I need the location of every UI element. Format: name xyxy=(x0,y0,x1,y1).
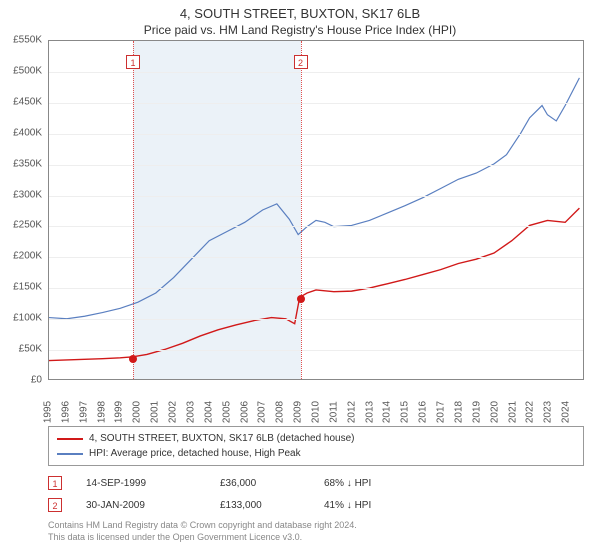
gridline xyxy=(49,134,583,135)
y-tick-label: £250K xyxy=(13,220,42,231)
x-tick-label: 1999 xyxy=(114,401,125,423)
x-tick-label: 2014 xyxy=(382,401,393,423)
x-tick-label: 2006 xyxy=(239,401,250,423)
gridline xyxy=(49,319,583,320)
gridline xyxy=(49,226,583,227)
event-price-2: £133,000 xyxy=(220,500,300,511)
x-tick-label: 2002 xyxy=(168,401,179,423)
event-table: 1 14-SEP-1999 £36,000 68% ↓ HPI 2 30-JAN… xyxy=(48,472,584,516)
gridline xyxy=(49,196,583,197)
y-tick-label: £500K xyxy=(13,65,42,76)
gridline xyxy=(49,72,583,73)
y-tick-label: £350K xyxy=(13,158,42,169)
reference-marker-box: 1 xyxy=(126,55,140,69)
legend-swatch-hpi xyxy=(57,453,83,455)
plot-area: 12 xyxy=(48,40,584,380)
event-marker-2: 2 xyxy=(48,498,62,512)
x-tick-label: 2007 xyxy=(257,401,268,423)
legend-swatch-property xyxy=(57,438,83,440)
x-tick-label: 2023 xyxy=(543,401,554,423)
y-tick-label: £400K xyxy=(13,127,42,138)
event-price-1: £36,000 xyxy=(220,478,300,489)
x-tick-label: 2010 xyxy=(311,401,322,423)
gridline xyxy=(49,350,583,351)
x-tick-label: 2022 xyxy=(525,401,536,423)
event-delta-1: 68% ↓ HPI xyxy=(324,478,584,489)
x-tick-label: 2005 xyxy=(221,401,232,423)
x-tick-label: 2016 xyxy=(418,401,429,423)
chart-area: £0 £50K £100K £150K £200K £250K £300K £350K £400… xyxy=(0,40,600,420)
title-address: 4, SOUTH STREET, BUXTON, SK17 6LB xyxy=(0,6,600,21)
x-tick-label: 2015 xyxy=(400,401,411,423)
y-tick-label: £50K xyxy=(19,344,42,355)
y-tick-label: £300K xyxy=(13,189,42,200)
x-tick-label: 2001 xyxy=(150,401,161,423)
footer-attribution: Contains HM Land Registry data © Crown c… xyxy=(48,520,584,543)
x-tick-label: 2003 xyxy=(185,401,196,423)
legend-row-property: 4, SOUTH STREET, BUXTON, SK17 6LB (detac… xyxy=(57,431,575,446)
x-tick-label: 2021 xyxy=(507,401,518,423)
x-tick-label: 1996 xyxy=(60,401,71,423)
legend-label-hpi: HPI: Average price, detached house, High… xyxy=(89,446,301,461)
gridline xyxy=(49,288,583,289)
x-tick-label: 2024 xyxy=(561,401,572,423)
legend-label-property: 4, SOUTH STREET, BUXTON, SK17 6LB (detac… xyxy=(89,431,354,446)
series-marker xyxy=(297,295,305,303)
x-tick-label: 1995 xyxy=(43,401,54,423)
y-tick-label: £150K xyxy=(13,282,42,293)
title-block: 4, SOUTH STREET, BUXTON, SK17 6LB Price … xyxy=(0,0,600,39)
footer-line1: Contains HM Land Registry data © Crown c… xyxy=(48,520,584,532)
x-axis-labels: 1995199619971998199920002001200220032004… xyxy=(48,380,584,420)
event-row-2: 2 30-JAN-2009 £133,000 41% ↓ HPI xyxy=(48,494,584,516)
series-hpi xyxy=(49,78,579,319)
x-tick-label: 2018 xyxy=(453,401,464,423)
x-tick-label: 1998 xyxy=(96,401,107,423)
gridline xyxy=(49,165,583,166)
x-tick-label: 2004 xyxy=(203,401,214,423)
x-tick-label: 2013 xyxy=(364,401,375,423)
x-tick-label: 2019 xyxy=(471,401,482,423)
x-tick-label: 2017 xyxy=(436,401,447,423)
reference-line xyxy=(133,41,134,379)
x-tick-label: 2000 xyxy=(132,401,143,423)
gridline xyxy=(49,257,583,258)
legend-box: 4, SOUTH STREET, BUXTON, SK17 6LB (detac… xyxy=(48,426,584,466)
event-date-1: 14-SEP-1999 xyxy=(86,478,196,489)
chart-container: 4, SOUTH STREET, BUXTON, SK17 6LB Price … xyxy=(0,0,600,560)
y-tick-label: £550K xyxy=(13,35,42,46)
reference-marker-box: 2 xyxy=(294,55,308,69)
y-tick-label: £0 xyxy=(31,375,42,386)
x-tick-label: 2009 xyxy=(293,401,304,423)
event-row-1: 1 14-SEP-1999 £36,000 68% ↓ HPI xyxy=(48,472,584,494)
gridline xyxy=(49,103,583,104)
event-date-2: 30-JAN-2009 xyxy=(86,500,196,511)
legend-row-hpi: HPI: Average price, detached house, High… xyxy=(57,446,575,461)
x-tick-label: 2008 xyxy=(275,401,286,423)
footer-line2: This data is licensed under the Open Gov… xyxy=(48,532,584,544)
y-tick-label: £100K xyxy=(13,313,42,324)
series-marker xyxy=(129,355,137,363)
x-tick-label: 1997 xyxy=(78,401,89,423)
x-tick-label: 2012 xyxy=(346,401,357,423)
reference-line xyxy=(301,41,302,379)
line-series-svg xyxy=(49,41,583,379)
x-tick-label: 2011 xyxy=(328,401,339,423)
event-marker-1: 1 xyxy=(48,476,62,490)
series-property xyxy=(49,208,579,360)
y-tick-label: £450K xyxy=(13,96,42,107)
title-subtitle: Price paid vs. HM Land Registry's House … xyxy=(0,23,600,37)
y-tick-label: £200K xyxy=(13,251,42,262)
y-axis-labels: £0£50K£100K£150K£200K£250K£300K£350K£400… xyxy=(0,40,46,380)
event-delta-2: 41% ↓ HPI xyxy=(324,500,584,511)
x-tick-label: 2020 xyxy=(489,401,500,423)
